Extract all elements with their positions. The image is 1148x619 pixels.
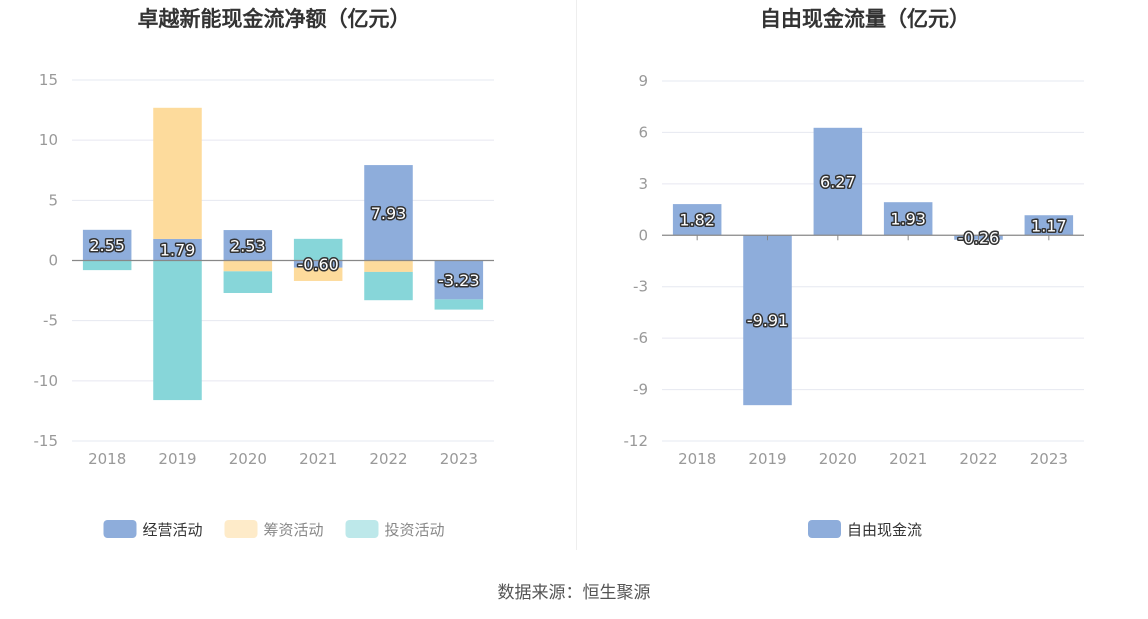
legend-label: 经营活动	[143, 521, 203, 539]
bar-operating	[293, 260, 343, 268]
data-label: 7.93	[371, 204, 407, 223]
x-tick-label: 2021	[299, 450, 337, 468]
x-tick-label: 2021	[889, 450, 927, 468]
x-tick-label: 2018	[88, 450, 126, 468]
x-tick-label: 2018	[678, 450, 716, 468]
legend-label: 自由现金流	[847, 521, 922, 539]
bar-financing	[293, 267, 343, 281]
bar-free_cash_flow	[743, 235, 792, 406]
x-tick-label: 2023	[1030, 450, 1068, 468]
bar-operating	[223, 230, 273, 261]
y-tick-label: 9	[638, 72, 648, 90]
bar-investing	[82, 260, 132, 271]
chart-title: 自由现金流量（亿元）	[760, 7, 970, 31]
bar-investing	[223, 271, 273, 293]
legend-swatch	[103, 520, 137, 538]
y-tick-label: -12	[624, 432, 649, 450]
bar-investing	[364, 271, 413, 301]
y-tick-label: -9	[633, 381, 648, 399]
data-label: 1.93	[890, 210, 926, 229]
data-label: -0.60	[297, 255, 338, 274]
chart-title: 卓越新能现金流净额（亿元）	[138, 7, 411, 31]
y-tick-label: 10	[39, 131, 58, 149]
x-tick-label: 2022	[369, 450, 407, 468]
legend-swatch	[808, 520, 841, 538]
data-label: -0.26	[958, 229, 999, 248]
legend-swatch	[345, 520, 379, 538]
y-tick-label: 5	[48, 191, 58, 209]
y-tick-label: 0	[48, 252, 58, 270]
x-tick-label: 2019	[158, 450, 196, 468]
bar-financing	[364, 260, 413, 272]
x-tick-label: 2022	[959, 450, 997, 468]
data-label: 2.53	[230, 236, 266, 255]
data-label: 6.27	[820, 173, 856, 192]
bar-investing	[434, 299, 484, 310]
y-tick-label: -15	[34, 432, 59, 450]
legend-label: 投资活动	[385, 521, 445, 539]
data-label: 1.17	[1031, 216, 1067, 235]
data-label: -3.23	[438, 271, 479, 290]
bar-investing	[153, 260, 202, 401]
x-tick-label: 2019	[748, 450, 786, 468]
bar-free_cash_flow	[1024, 215, 1074, 236]
bar-operating	[364, 165, 413, 261]
bar-financing	[223, 260, 273, 272]
bar-free_cash_flow	[672, 204, 722, 236]
data-label: -9.91	[747, 311, 788, 330]
x-tick-label: 2020	[229, 450, 267, 468]
x-tick-label: 2020	[819, 450, 857, 468]
bar-operating	[434, 260, 484, 300]
y-tick-label: 3	[638, 175, 648, 193]
y-tick-label: 15	[39, 71, 58, 89]
bar-financing	[153, 107, 202, 239]
legend-label: 筹资活动	[264, 521, 324, 539]
y-tick-label: -5	[43, 312, 58, 330]
y-tick-label: -10	[34, 372, 59, 390]
y-tick-label: 6	[638, 123, 648, 141]
chart-divider	[576, 0, 577, 550]
y-tick-label: -3	[633, 278, 648, 296]
x-tick-label: 2023	[440, 450, 478, 468]
cash-flow-net-chart: 卓越新能现金流净额（亿元） 15 10 5 0 -5 -10 -15 2018 2019 2020 2…	[34, 7, 494, 539]
bar-free_cash_flow	[813, 127, 863, 236]
legend-swatch	[224, 520, 258, 538]
bar-free_cash_flow	[883, 202, 933, 236]
free-cash-flow-chart: 自由现金流量（亿元） 9 6 3 0 -3 -6 -9 -12 2018 2019 2020 2021 2…	[624, 7, 1084, 539]
data-label: 1.79	[160, 241, 196, 260]
bar-operating	[153, 238, 202, 261]
y-tick-label: 0	[638, 226, 648, 244]
bar-investing	[293, 238, 343, 261]
data-label: 2.55	[89, 236, 125, 255]
data-source: 数据来源：恒生聚源	[497, 583, 651, 603]
data-label: 1.82	[679, 211, 715, 230]
y-tick-label: -6	[633, 329, 648, 347]
bar-operating	[82, 229, 132, 261]
